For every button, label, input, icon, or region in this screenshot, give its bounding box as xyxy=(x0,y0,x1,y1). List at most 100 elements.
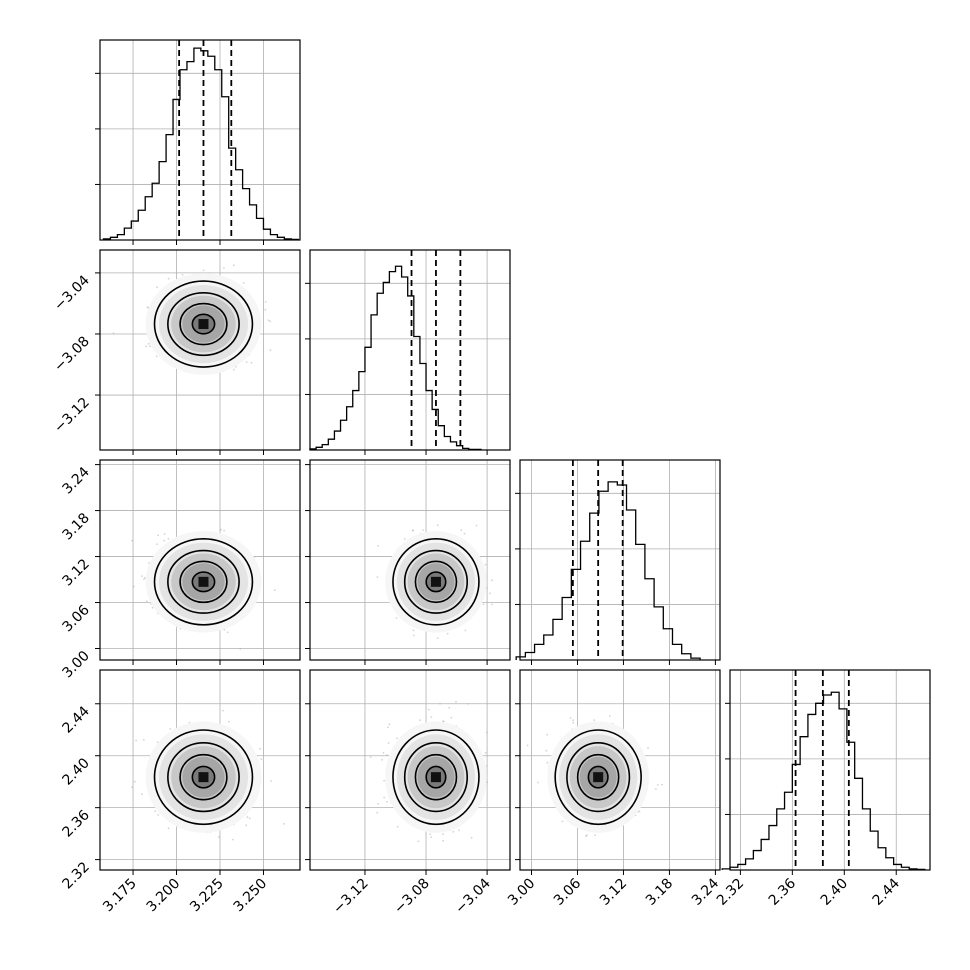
density-peak xyxy=(593,772,604,783)
sample-point xyxy=(264,308,267,311)
density-peak xyxy=(198,319,209,330)
sample-point xyxy=(163,533,166,535)
sample-point xyxy=(396,825,399,828)
x-tick-label: 3.06 xyxy=(551,875,584,908)
panel-frame xyxy=(309,459,511,661)
sample-point xyxy=(246,816,249,819)
sample-point xyxy=(484,752,487,754)
sample-point xyxy=(388,723,391,726)
sample-point xyxy=(387,742,390,744)
sample-point xyxy=(546,733,549,736)
sample-point xyxy=(135,739,138,742)
y-tick-label: 3.12 xyxy=(59,556,92,589)
sample-point xyxy=(381,758,383,761)
panel-frame xyxy=(519,459,721,661)
density-peak xyxy=(198,576,209,587)
x-tick-label: 2.32 xyxy=(714,876,747,909)
sample-point xyxy=(470,836,473,839)
sample-point xyxy=(167,277,170,280)
sample-point xyxy=(232,838,234,841)
marginal-histogram xyxy=(309,265,482,451)
sample-point xyxy=(436,637,439,639)
sample-point xyxy=(142,739,145,741)
contour-line xyxy=(191,765,216,789)
contour-line xyxy=(167,742,240,813)
sample-point xyxy=(387,726,389,729)
contour-line xyxy=(153,729,254,826)
sample-point xyxy=(131,539,133,542)
contour-line xyxy=(414,560,458,604)
sample-point xyxy=(546,761,549,764)
sample-point xyxy=(450,716,453,719)
sample-point xyxy=(259,747,261,750)
sample-point xyxy=(412,629,415,632)
sample-point xyxy=(131,786,134,789)
sample-point xyxy=(455,700,457,703)
x-tick-label: −3.08 xyxy=(391,876,433,918)
sample-point xyxy=(442,833,445,835)
sample-point xyxy=(145,600,148,602)
panel-frame xyxy=(99,669,301,871)
sample-point xyxy=(264,301,267,303)
contour-line xyxy=(566,742,631,813)
sample-point xyxy=(395,617,398,619)
contour-line xyxy=(167,291,240,357)
sample-point xyxy=(417,840,420,843)
sample-point xyxy=(608,715,611,717)
sample-point xyxy=(250,361,253,364)
sample-point xyxy=(537,781,539,784)
contour-line xyxy=(403,549,469,614)
sample-point xyxy=(383,796,385,799)
sample-point xyxy=(656,784,659,786)
sample-point xyxy=(486,587,488,590)
sample-point xyxy=(442,720,445,723)
panel-frame xyxy=(309,249,511,451)
sample-point xyxy=(260,758,263,760)
contour-line xyxy=(153,280,254,368)
contour-line xyxy=(576,753,620,801)
sample-point xyxy=(245,361,248,363)
contour-line xyxy=(179,302,228,346)
y-tick-label: −3.12 xyxy=(51,395,93,437)
y-tick-label: 3.18 xyxy=(59,510,92,543)
sample-point xyxy=(269,320,272,323)
y-tick-label: 2.36 xyxy=(59,807,92,840)
sample-point xyxy=(202,269,205,272)
sample-point xyxy=(464,629,467,632)
sample-point xyxy=(232,264,235,267)
sample-point xyxy=(655,788,657,790)
sample-point xyxy=(377,544,379,547)
y-tick-label: 3.24 xyxy=(59,464,92,497)
sample-point xyxy=(133,585,135,588)
sample-point xyxy=(242,282,245,284)
sample-point xyxy=(369,756,372,758)
panel-frame xyxy=(309,669,511,871)
x-tick-label: 2.44 xyxy=(870,875,903,908)
sample-point xyxy=(151,606,154,609)
marginal-histogram xyxy=(515,481,701,660)
sample-point xyxy=(269,349,272,352)
sample-point xyxy=(167,538,170,540)
sample-point xyxy=(429,833,431,836)
sample-point xyxy=(154,810,157,813)
sample-point xyxy=(430,836,433,838)
sample-point xyxy=(157,814,160,816)
contour-line xyxy=(554,729,642,826)
sample-point xyxy=(148,562,150,564)
density-peak xyxy=(430,772,441,783)
x-tick-label: −3.12 xyxy=(330,876,372,918)
panel-frame xyxy=(729,669,931,871)
sample-point xyxy=(661,783,663,786)
sample-point xyxy=(485,765,488,767)
sample-point xyxy=(448,706,451,709)
sample-point xyxy=(569,717,572,719)
sample-point xyxy=(146,306,149,308)
sample-point xyxy=(143,578,145,581)
sample-point xyxy=(403,538,406,540)
y-tick-label: −3.08 xyxy=(51,333,93,375)
sample-point xyxy=(458,829,460,832)
contour-line xyxy=(392,729,480,826)
sample-point xyxy=(223,529,226,532)
panel-frame xyxy=(519,669,721,871)
